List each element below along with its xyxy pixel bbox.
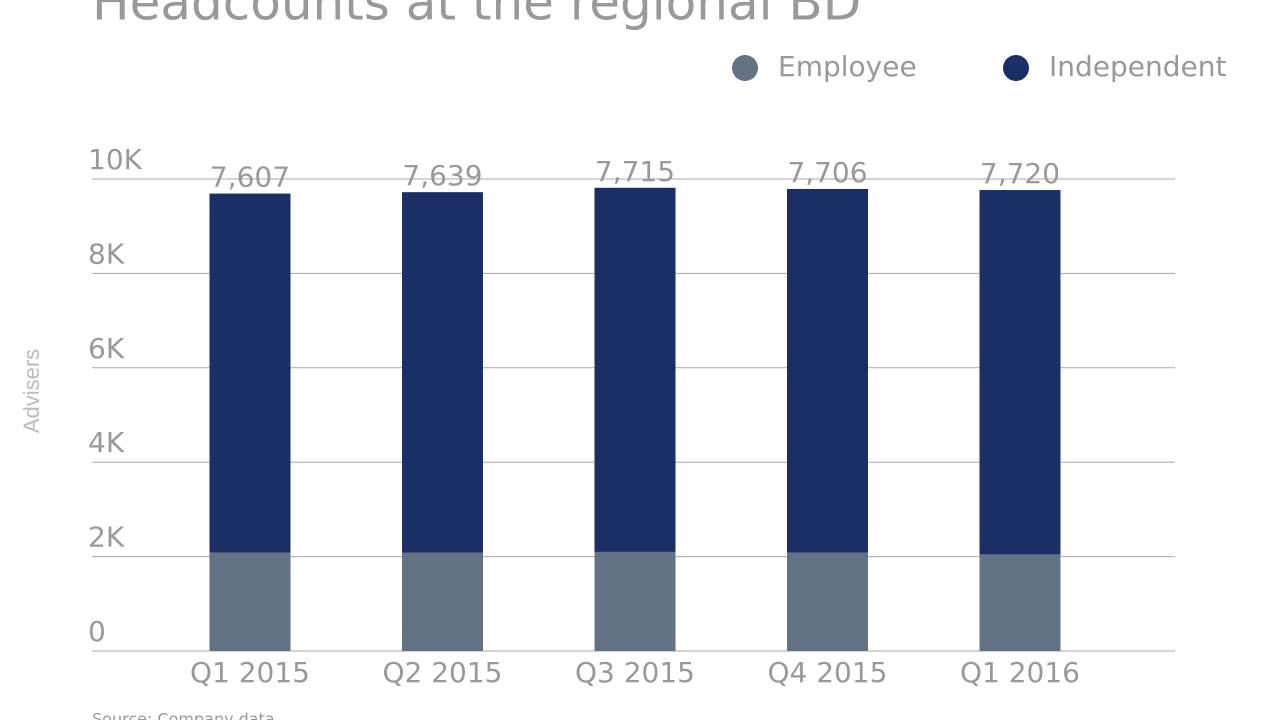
bar-segment: [402, 552, 483, 651]
y-tick-label: 2K: [88, 521, 125, 554]
bar-segment: [979, 190, 1061, 555]
x-tick-label: Q3 2015: [575, 656, 695, 689]
x-tick-label: Q1 2015: [190, 656, 310, 689]
y-tick-label: 4K: [88, 426, 125, 459]
chart-title: Headcounts at the regional BD: [92, 0, 861, 32]
source-note: Source: Company data: [92, 710, 275, 720]
bar-segment: [787, 188, 868, 553]
y-axis-label: Advisers: [19, 349, 44, 433]
y-tick-label: 6K: [88, 332, 125, 365]
data-label: 7,607: [210, 161, 290, 194]
legend-marker: [732, 55, 758, 81]
bar-segment: [594, 187, 676, 552]
data-label: 7,639: [402, 159, 482, 192]
x-tick-label: Q4 2015: [767, 656, 887, 689]
data-label: 7,720: [980, 157, 1060, 190]
x-tick-label: Q1 2016: [960, 656, 1080, 689]
y-tick-label: 10K: [88, 143, 143, 176]
y-tick-label: 8K: [88, 237, 125, 270]
bar-segment: [402, 192, 483, 553]
bar-segment: [209, 193, 291, 553]
legend-label: Employee: [778, 50, 917, 83]
x-tick-label: Q2 2015: [382, 656, 502, 689]
legend-label: Independent: [1049, 50, 1226, 83]
bar-segment: [979, 554, 1061, 651]
bar-segment: [787, 552, 868, 651]
y-tick-label: 0: [88, 615, 106, 648]
data-label: 7,706: [787, 156, 867, 189]
bar-segment: [594, 551, 676, 651]
legend-marker: [1003, 55, 1029, 81]
bar-segment: [209, 552, 291, 651]
data-label: 7,715: [595, 155, 675, 188]
